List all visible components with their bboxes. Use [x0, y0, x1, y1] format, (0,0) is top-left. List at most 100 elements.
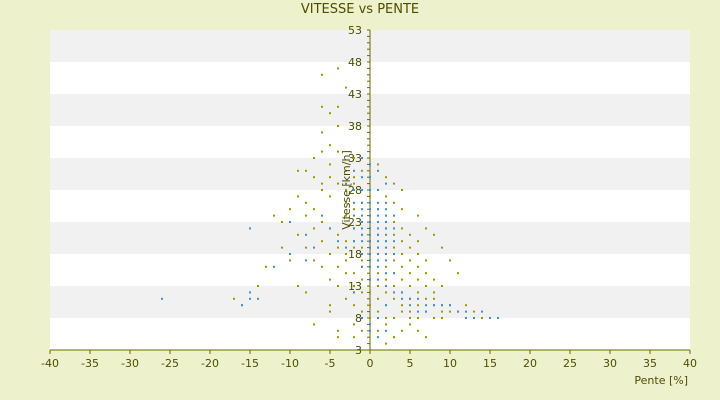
data-point: [401, 265, 403, 268]
data-point: [409, 297, 411, 300]
data-point: [321, 265, 323, 268]
data-point: [401, 278, 403, 281]
data-point: [353, 246, 355, 249]
data-point: [457, 310, 459, 313]
data-point: [433, 297, 435, 300]
data-point: [313, 246, 315, 249]
data-point: [265, 265, 267, 268]
data-point: [369, 240, 371, 243]
data-point: [361, 278, 363, 281]
data-point: [417, 240, 419, 243]
data-point: [289, 259, 291, 262]
data-point: [385, 291, 387, 294]
chart-title: VITESSE vs PENTE: [300, 2, 420, 17]
data-point: [393, 291, 395, 294]
data-point: [393, 297, 395, 300]
data-point: [369, 253, 371, 255]
data-point: [345, 214, 347, 217]
data-point: [353, 182, 355, 185]
data-point: [425, 310, 427, 313]
data-point: [353, 304, 355, 307]
data-point: [353, 201, 355, 204]
data-point: [385, 227, 387, 230]
data-point: [361, 201, 363, 204]
data-point: [393, 317, 395, 319]
data-points: [161, 67, 499, 345]
data-point: [393, 233, 395, 236]
data-point: [377, 214, 379, 217]
data-point: [281, 246, 283, 249]
data-point: [337, 265, 339, 268]
data-point: [385, 265, 387, 268]
data-point: [321, 150, 323, 153]
data-point: [369, 323, 371, 326]
x-tick-label: -10: [281, 357, 299, 370]
data-point: [369, 265, 371, 268]
data-point: [417, 304, 419, 307]
data-point: [377, 265, 379, 268]
data-point: [353, 227, 355, 230]
data-point: [441, 310, 443, 313]
x-ticks: -40 -35 -30 -25 -20 -15 -10 -5 0 5 10 15 20 25 30 35 40: [41, 350, 697, 370]
x-tick-label: -35: [81, 357, 99, 370]
data-point: [425, 297, 427, 300]
data-point: [377, 201, 379, 204]
data-point: [385, 208, 387, 211]
data-point: [313, 259, 315, 262]
data-point: [457, 272, 459, 275]
data-point: [377, 163, 379, 166]
data-point: [361, 317, 363, 319]
data-point: [377, 253, 379, 255]
data-point: [441, 317, 443, 319]
data-point: [321, 189, 323, 191]
data-point: [361, 214, 363, 217]
data-point: [321, 221, 323, 223]
data-point: [385, 240, 387, 243]
data-point: [433, 317, 435, 319]
data-point: [361, 253, 363, 255]
x-tick-label: 10: [443, 357, 457, 370]
x-tick-label: -30: [121, 357, 139, 370]
data-point: [361, 265, 363, 268]
data-point: [377, 246, 379, 249]
x-tick-label: 30: [603, 357, 617, 370]
data-point: [329, 310, 331, 313]
data-point: [369, 317, 371, 319]
data-point: [393, 201, 395, 204]
data-point: [465, 304, 467, 307]
y-tick-label: 38: [348, 120, 362, 133]
data-point: [377, 259, 379, 262]
data-point: [393, 285, 395, 287]
x-tick-label: 15: [483, 357, 497, 370]
data-point: [377, 169, 379, 172]
data-point: [385, 285, 387, 287]
data-point: [401, 208, 403, 211]
data-point: [345, 182, 347, 185]
data-point: [369, 163, 371, 166]
data-point: [417, 329, 419, 332]
data-point: [385, 253, 387, 255]
data-point: [417, 297, 419, 300]
data-point: [449, 310, 451, 313]
data-point: [361, 157, 363, 159]
data-point: [425, 227, 427, 230]
data-point: [337, 150, 339, 153]
data-point: [361, 310, 363, 313]
data-point: [449, 304, 451, 307]
y-tick-label: 48: [348, 56, 362, 69]
data-point: [409, 259, 411, 262]
data-point: [369, 189, 371, 191]
data-point: [377, 310, 379, 313]
data-point: [345, 246, 347, 249]
data-point: [361, 233, 363, 236]
data-point: [377, 297, 379, 300]
data-point: [345, 253, 347, 255]
data-point: [433, 291, 435, 294]
data-point: [393, 272, 395, 275]
data-point: [377, 227, 379, 230]
data-point: [353, 291, 355, 294]
data-point: [337, 246, 339, 249]
data-point: [361, 259, 363, 262]
data-point: [361, 291, 363, 294]
data-point: [489, 317, 491, 319]
